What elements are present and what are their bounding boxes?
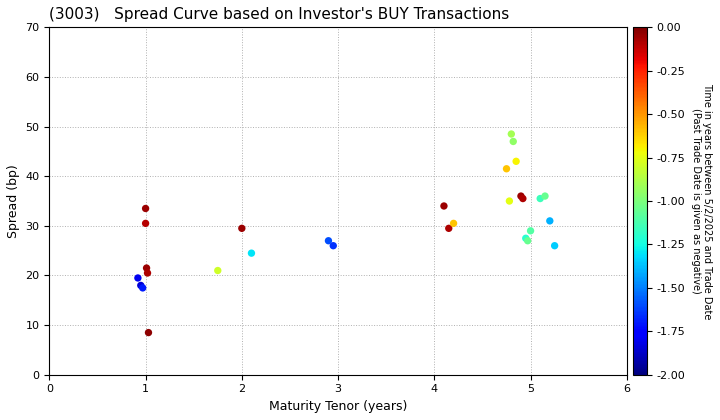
Point xyxy=(135,282,147,289)
Point xyxy=(236,225,248,232)
Point xyxy=(132,275,144,281)
Point xyxy=(142,270,153,276)
Point xyxy=(505,131,517,137)
Point xyxy=(510,158,522,165)
Point xyxy=(500,165,512,172)
Point xyxy=(534,195,546,202)
Point xyxy=(517,195,528,202)
X-axis label: Maturity Tenor (years): Maturity Tenor (years) xyxy=(269,400,408,413)
Point xyxy=(448,220,459,227)
Point xyxy=(520,235,531,242)
Point xyxy=(503,198,515,205)
Point xyxy=(137,284,148,291)
Point xyxy=(549,242,560,249)
Y-axis label: Time in years between 5/2/2025 and Trade Date
(Past Trade Date is given as negat: Time in years between 5/2/2025 and Trade… xyxy=(690,83,712,319)
Point xyxy=(508,138,519,145)
Point xyxy=(140,205,151,212)
Point xyxy=(443,225,454,232)
Point xyxy=(525,228,536,234)
Point xyxy=(323,237,334,244)
Point xyxy=(522,237,534,244)
Text: (3003)   Spread Curve based on Investor's BUY Transactions: (3003) Spread Curve based on Investor's … xyxy=(50,7,510,22)
Point xyxy=(539,193,551,199)
Point xyxy=(246,250,257,257)
Point xyxy=(143,329,154,336)
Y-axis label: Spread (bp): Spread (bp) xyxy=(7,164,20,238)
Point xyxy=(141,265,153,271)
Point xyxy=(544,218,556,224)
Point xyxy=(438,202,450,209)
Point xyxy=(140,220,151,227)
Point xyxy=(212,267,223,274)
Point xyxy=(328,242,339,249)
Point xyxy=(516,193,527,199)
